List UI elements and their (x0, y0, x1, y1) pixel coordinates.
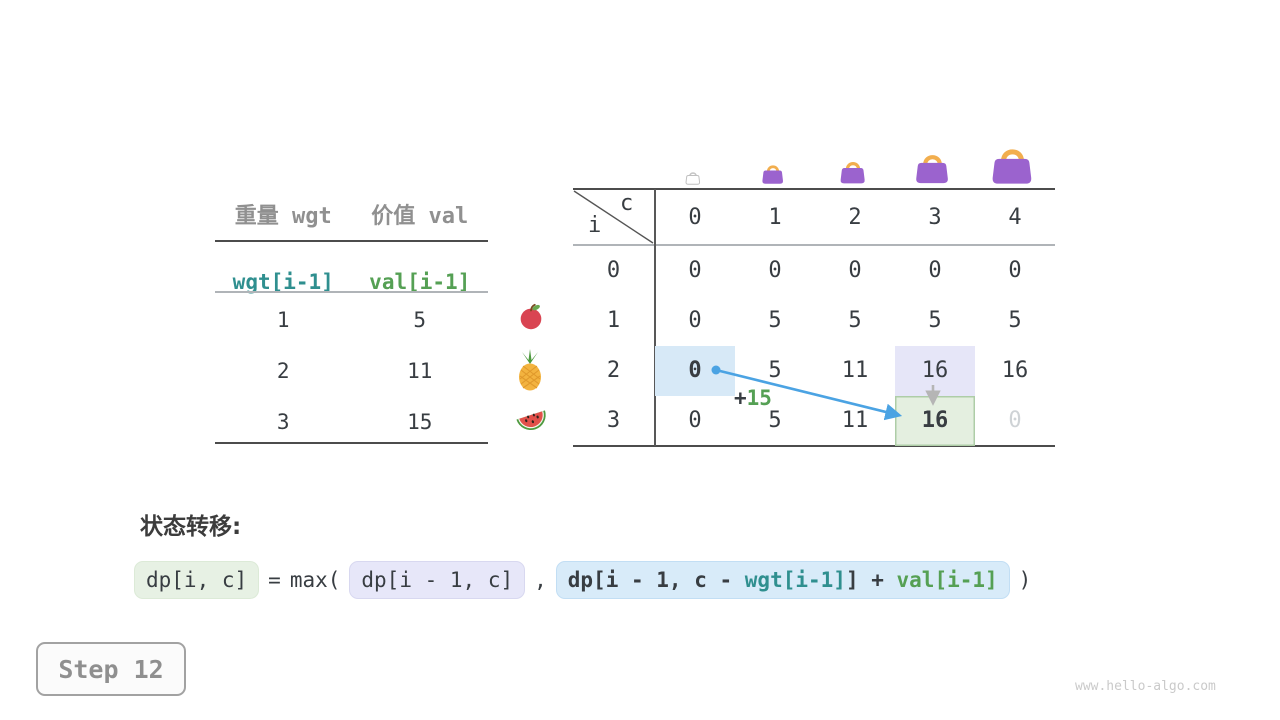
dp-corner-cell: c i (573, 190, 654, 244)
weights-table-row-3: 3 15 (215, 410, 488, 434)
col-header: 3 (928, 204, 942, 230)
dp-cell-0-1: 0 (768, 257, 782, 283)
formula-lhs: dp[i, c] (134, 561, 260, 599)
comma: , (534, 568, 547, 592)
bag-3-icon (914, 150, 951, 185)
add-value-annotation: +15 (734, 387, 772, 409)
dp-cell-0-2: 0 (848, 257, 862, 283)
row-header: 1 (606, 307, 621, 333)
col-header: 2 (848, 204, 862, 230)
equals-sign: = (268, 568, 281, 592)
weights-table-rule-top (215, 240, 488, 242)
state-transition-heading: 状态转移: (140, 514, 242, 540)
col-header: 0 (688, 204, 702, 230)
dp-cell-2-3-source: 16 (895, 345, 975, 396)
arg2-val-term: val[i-1] (896, 568, 998, 592)
corner-diagonal-line (573, 190, 654, 244)
dp-table-vertical-rule (654, 189, 656, 446)
val-value: 15 (407, 410, 433, 434)
dp-table-rule-bottom (573, 445, 1055, 447)
dp-table-rule-header (573, 244, 1055, 246)
wgt-value: 3 (276, 410, 290, 434)
dp-table-rule-top (573, 188, 1055, 190)
col-var-label: c (620, 191, 634, 216)
dp-cell-3-0: 0 (688, 408, 702, 434)
val-value: 11 (407, 359, 433, 383)
watermelon-icon (512, 402, 550, 436)
row-header: 0 (606, 257, 621, 283)
bag-1-icon (761, 162, 785, 185)
dp-cell-1-2: 5 (848, 307, 862, 333)
arg2-prefix: dp[i - 1, c - (567, 568, 745, 592)
state-transition-formula: dp[i, c] = max( dp[i - 1, c] , dp[i - 1,… (134, 561, 1031, 599)
dp-cell-1-1: 5 (768, 307, 782, 333)
max-open: max( (289, 568, 341, 592)
formula-arg2: dp[i - 1, c - wgt[i-1]] + val[i-1] (555, 561, 1010, 599)
weights-table-row-1: 1 5 (215, 308, 488, 332)
dp-cell-3-4-pending: 0 (1008, 408, 1022, 434)
weight-col-header: 重量 wgt (234, 204, 332, 229)
val-value: 5 (413, 308, 427, 332)
pineapple-icon (513, 348, 547, 392)
value-col-header: 价值 val (371, 204, 469, 229)
val-var-label: val[i-1] (369, 270, 471, 294)
dp-cell-1-3: 5 (928, 307, 942, 333)
dp-cell-3-3-current: 16 (895, 395, 975, 446)
arg2-mid: ] + (845, 568, 897, 592)
arg2-wgt-term: wgt[i-1] (744, 568, 846, 592)
dp-cells: 0 0 0 0 0 0 5 5 5 5 0 5 11 16 16 0 5 11 … (655, 245, 1055, 446)
weights-table-header: 重量 wgt 价值 val (215, 198, 488, 230)
apple-icon (516, 302, 546, 332)
wgt-value: 1 (276, 308, 290, 332)
dp-cell-0-0: 0 (688, 257, 702, 283)
weights-table-var-row: wgt[i-1] val[i-1] (215, 270, 488, 294)
col-header: 4 (1008, 204, 1022, 230)
wgt-var-label: wgt[i-1] (232, 270, 334, 294)
close-paren: ) (1018, 568, 1032, 592)
step-badge: Step 12 (36, 642, 186, 696)
dp-cell-0-4: 0 (1008, 257, 1022, 283)
watermark: www.hello-algo.com (1075, 679, 1216, 694)
bag-2-icon (839, 158, 867, 185)
col-header: 1 (768, 204, 782, 230)
row-header: 3 (606, 408, 621, 434)
dp-cell-3-2: 11 (841, 408, 869, 434)
wgt-value: 2 (276, 359, 290, 383)
dp-cell-0-3: 0 (928, 257, 942, 283)
row-var-label: i (588, 213, 602, 238)
dp-cell-2-4: 16 (1001, 358, 1029, 384)
weights-table-row-2: 2 11 (215, 359, 488, 383)
dp-row-headers: 0 1 2 3 (573, 245, 654, 446)
dp-cell-2-0-source: 0 (655, 345, 735, 396)
bag-empty-icon (685, 170, 701, 185)
plus-sign: + (734, 386, 747, 410)
weights-table-rule-bottom (215, 442, 488, 444)
row-header: 2 (606, 358, 621, 384)
dp-cell-1-0: 0 (688, 307, 702, 333)
added-value: 15 (746, 386, 772, 410)
dp-cell-2-2: 11 (841, 358, 869, 384)
dp-col-headers: 0 1 2 3 4 (655, 190, 1055, 244)
weights-table-rule-mid (215, 291, 488, 293)
bag-4-icon (990, 143, 1035, 186)
formula-arg1: dp[i - 1, c] (349, 561, 526, 599)
dp-cell-1-4: 5 (1008, 307, 1022, 333)
